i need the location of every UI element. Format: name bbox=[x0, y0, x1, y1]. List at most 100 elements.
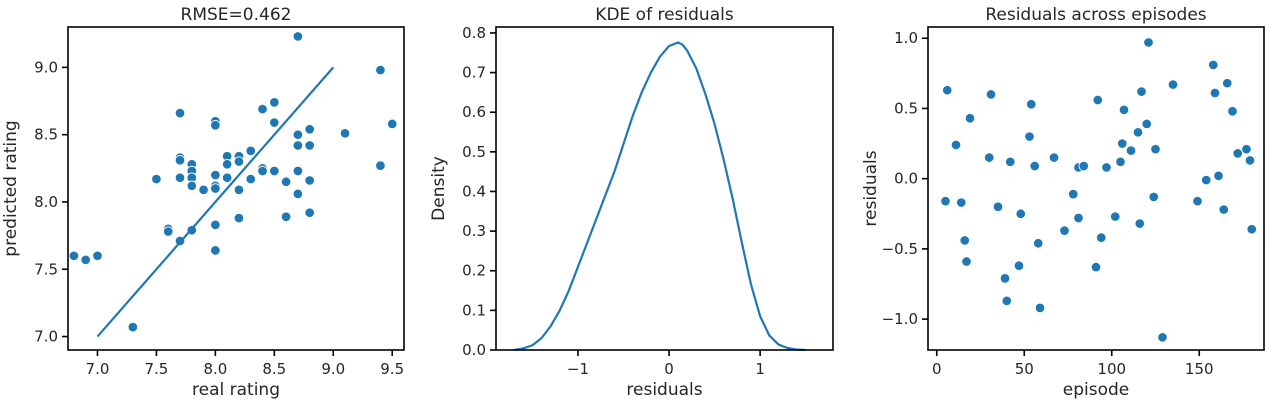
x-tick-label: 0 bbox=[932, 360, 942, 378]
data-point bbox=[210, 169, 221, 181]
plot-frame bbox=[927, 26, 1265, 351]
data-point bbox=[210, 183, 221, 194]
data-point bbox=[1141, 118, 1152, 130]
data-point bbox=[1244, 155, 1256, 166]
data-point bbox=[339, 128, 351, 139]
data-point bbox=[1136, 86, 1147, 97]
x-tick-label: 1 bbox=[755, 360, 765, 378]
y-axis-label: predicted rating bbox=[1, 120, 21, 256]
x-tick-label: 8.0 bbox=[203, 360, 227, 378]
data-point bbox=[1029, 160, 1040, 172]
data-point bbox=[151, 173, 162, 185]
x-tick-label: 7.5 bbox=[144, 360, 168, 378]
data-point bbox=[68, 250, 80, 262]
data-point bbox=[1116, 138, 1128, 149]
y-tick-label: 0.8 bbox=[462, 24, 486, 42]
chart-1: 7.0 7.5 8.0 8.5 9.0 9.5 7.0 7.5 8.0 8.5 9.0 RMSE=0.… bbox=[1, 5, 405, 400]
chart-2: −1 0 1 0.0 0.1 0.2 0.3 0.4 0.5 0.6 0.7 0.8 KDE of re… bbox=[429, 5, 834, 400]
y-tick-label: 0.7 bbox=[462, 64, 486, 82]
data-point bbox=[1015, 208, 1027, 220]
chart-title: KDE of residuals bbox=[595, 5, 734, 25]
data-point bbox=[1032, 238, 1044, 249]
data-point bbox=[1001, 295, 1013, 307]
data-point bbox=[1101, 162, 1112, 173]
x-tick-label: 9.5 bbox=[380, 360, 404, 378]
data-point bbox=[940, 195, 951, 207]
chart-title: RMSE=0.462 bbox=[181, 5, 292, 25]
data-point bbox=[1118, 104, 1130, 116]
data-point bbox=[221, 159, 233, 170]
data-point bbox=[1078, 160, 1089, 172]
data-point bbox=[1207, 59, 1219, 71]
y-tick-label: 8.0 bbox=[34, 193, 58, 211]
x-tick-label: 0 bbox=[664, 360, 674, 378]
x-tick-label: 7.0 bbox=[86, 360, 110, 378]
data-point bbox=[1024, 131, 1035, 142]
data-point bbox=[1092, 94, 1103, 106]
data-point bbox=[233, 212, 245, 224]
x-axis-label: residuals bbox=[626, 380, 702, 400]
data-point bbox=[210, 119, 221, 131]
chart-title: Residuals across episodes bbox=[985, 5, 1206, 25]
y-axis-label: Density bbox=[429, 156, 449, 221]
data-point bbox=[1227, 106, 1238, 117]
data-point bbox=[1167, 79, 1179, 90]
y-tick-label: 0.2 bbox=[462, 262, 486, 280]
y-tick-label: 0.3 bbox=[462, 222, 486, 240]
data-point bbox=[198, 184, 209, 196]
data-point bbox=[257, 103, 268, 115]
data-point bbox=[985, 89, 997, 100]
data-point bbox=[269, 97, 280, 108]
data-point bbox=[1221, 77, 1233, 89]
x-tick-label: 100 bbox=[1097, 360, 1126, 378]
data-point bbox=[375, 64, 386, 76]
data-point bbox=[1067, 188, 1079, 200]
data-point bbox=[127, 321, 139, 333]
data-point bbox=[292, 188, 304, 200]
data-point bbox=[210, 219, 221, 231]
data-point bbox=[292, 31, 304, 42]
plot-frame bbox=[495, 26, 834, 351]
y-tick-label: 9.0 bbox=[34, 58, 58, 76]
data-point bbox=[162, 226, 174, 237]
data-point bbox=[1013, 260, 1025, 271]
data-point bbox=[1005, 156, 1016, 168]
data-point bbox=[92, 250, 103, 262]
data-point bbox=[1125, 145, 1137, 156]
data-point bbox=[257, 165, 268, 177]
chart-3: 0 50 100 150 −1.0 −0.5 0.0 0.5 1.0 Residuals acro… bbox=[861, 5, 1265, 400]
data-point bbox=[956, 197, 967, 208]
y-tick-label: 8.5 bbox=[34, 126, 58, 144]
data-point bbox=[174, 107, 186, 119]
data-point bbox=[1109, 211, 1121, 222]
data-point bbox=[233, 184, 245, 196]
data-point bbox=[1034, 302, 1046, 314]
data-point bbox=[80, 254, 91, 266]
data-point bbox=[992, 201, 1004, 213]
x-axis-label: episode bbox=[1063, 380, 1129, 400]
data-point bbox=[959, 235, 971, 246]
data-point bbox=[1241, 143, 1252, 155]
data-point bbox=[1059, 225, 1070, 236]
x-axis-label: real rating bbox=[192, 380, 280, 400]
data-point bbox=[1148, 191, 1159, 203]
y-tick-label: 1.0 bbox=[894, 29, 918, 47]
data-point bbox=[964, 113, 976, 124]
data-point bbox=[210, 245, 221, 256]
y-tick-label: −1.0 bbox=[882, 310, 918, 328]
y-tick-label: −0.5 bbox=[882, 240, 918, 258]
data-point bbox=[1134, 218, 1145, 229]
y-tick-label: 7.5 bbox=[34, 260, 58, 278]
data-point bbox=[304, 207, 315, 218]
data-point bbox=[1218, 204, 1229, 215]
data-point bbox=[292, 140, 304, 151]
data-point bbox=[174, 154, 186, 166]
data-point bbox=[233, 156, 245, 167]
data-point bbox=[1090, 261, 1102, 273]
plot-frame bbox=[67, 26, 405, 351]
y-tick-label: 7.0 bbox=[34, 328, 58, 346]
data-point bbox=[999, 273, 1011, 284]
y-tick-label: 0.1 bbox=[462, 301, 486, 319]
data-point bbox=[961, 256, 972, 267]
scatter-points bbox=[68, 31, 398, 333]
